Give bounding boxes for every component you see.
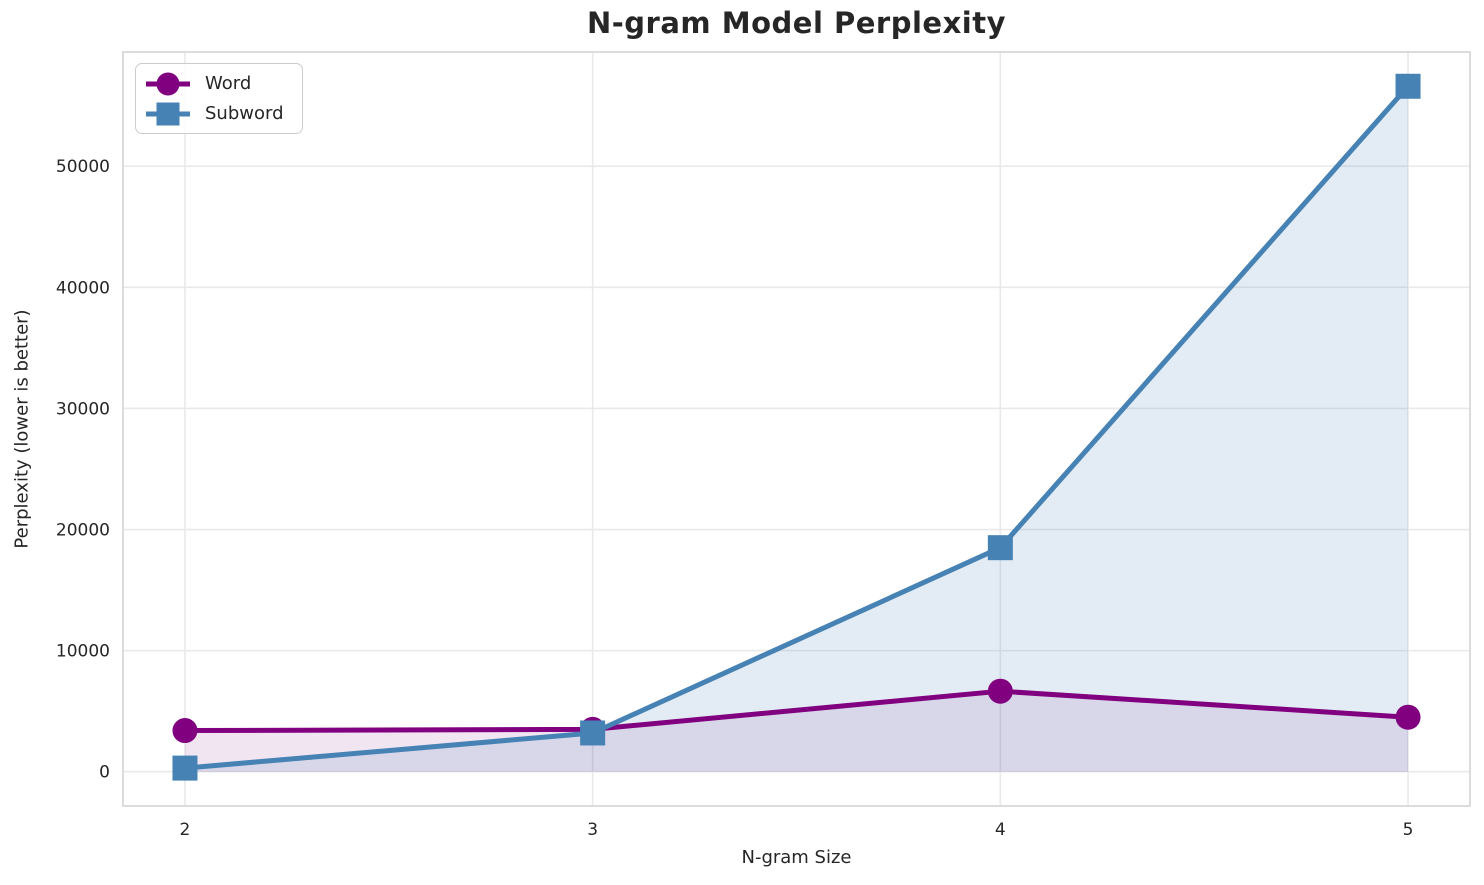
word-marker-icon [146, 72, 190, 95]
y-tick-label: 40000 [56, 278, 110, 298]
legend-item-word: Word [144, 69, 284, 98]
legend-label: Subword [205, 103, 284, 124]
x-tick-label: 4 [995, 820, 1006, 840]
y-tick-label: 30000 [56, 399, 110, 419]
y-tick-label: 0 [99, 763, 110, 783]
x-tick-label: 3 [587, 820, 598, 840]
plot-border [122, 51, 1471, 807]
word-data-point [987, 678, 1013, 704]
x-tick-label: 2 [180, 820, 191, 840]
legend-label: Word [205, 73, 252, 94]
subword-data-point [987, 535, 1013, 561]
y-tick-label: 20000 [56, 521, 110, 541]
subword-area-fill [184, 86, 1409, 772]
subword-data-point [1395, 73, 1421, 99]
word-data-point [172, 718, 198, 744]
y-axis-label: Perplexity (lower is better) [11, 309, 33, 549]
chart-title: N-gram Model Perplexity [586, 6, 1006, 40]
x-axis-label: N-gram Size [741, 847, 852, 868]
x-tick-label: 5 [1403, 820, 1414, 840]
word-area-fill [184, 691, 1409, 772]
y-tick-label: 10000 [56, 642, 110, 662]
legend: Word Subword [135, 63, 303, 134]
legend-item-subword: Subword [144, 99, 284, 128]
word-line [184, 688, 1409, 734]
subword-data-point [580, 720, 606, 746]
word-data-point [1395, 704, 1421, 730]
subword-line [184, 84, 1410, 771]
subword-data-point [172, 755, 198, 781]
subword-marker-icon [146, 102, 190, 125]
y-tick-label: 50000 [56, 157, 110, 177]
